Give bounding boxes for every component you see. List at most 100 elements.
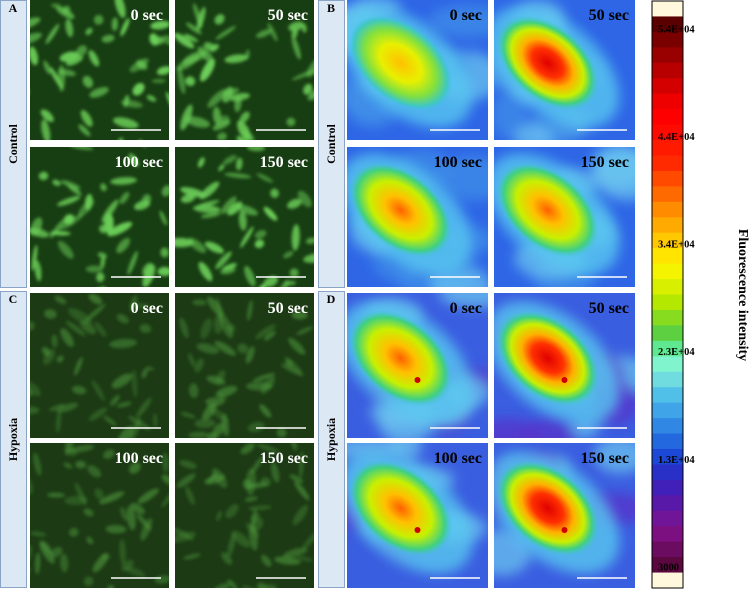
image-content (494, 293, 635, 438)
panel-strip (318, 291, 345, 588)
cell (78, 124, 91, 137)
cell (85, 27, 93, 36)
colorbar-swatch (652, 340, 683, 357)
cell (303, 83, 313, 95)
micrograph: 0 sec (30, 293, 169, 438)
cell (116, 237, 131, 254)
colorbar-swatch (652, 433, 683, 450)
cell (137, 488, 159, 504)
cell (161, 185, 169, 197)
cell (38, 171, 49, 181)
time-label: 100 sec (115, 450, 163, 467)
cell (185, 116, 210, 128)
bg-patch (593, 443, 635, 474)
cell (66, 55, 84, 66)
colorbar-swatch (652, 16, 683, 33)
cell (75, 460, 87, 469)
cell (284, 357, 303, 374)
cell (141, 368, 148, 379)
panel-strip (0, 291, 27, 588)
cell (177, 67, 186, 95)
cell (270, 188, 279, 198)
cell (142, 262, 153, 276)
cell (222, 155, 237, 165)
cell-signal (348, 309, 453, 407)
cell (239, 111, 250, 123)
cell (256, 173, 274, 183)
cell (224, 54, 248, 64)
cell (254, 229, 267, 239)
cell (69, 527, 79, 537)
cell (230, 92, 250, 102)
cell (219, 393, 227, 403)
colorbar-swatch (652, 572, 683, 589)
colorbar-swatch (652, 186, 683, 203)
cell (243, 130, 255, 140)
cell (250, 512, 260, 523)
time-label: 150 sec (260, 450, 308, 467)
colorbar-swatch (652, 93, 683, 110)
cell (162, 452, 169, 473)
cell (227, 201, 243, 216)
cell (157, 266, 169, 277)
cell (116, 313, 129, 324)
cell (51, 334, 58, 348)
cell (98, 491, 125, 505)
cell (205, 397, 225, 406)
time-label: 150 sec (260, 154, 308, 171)
cell (60, 180, 81, 190)
bg-patch (494, 91, 529, 139)
cell (100, 553, 111, 561)
colorbar-tick-label: 4.4E+04 (658, 132, 695, 143)
cell (192, 299, 207, 306)
panel-label: A (9, 1, 18, 15)
colorbar-swatch (652, 541, 683, 558)
cell (203, 42, 216, 51)
cell (283, 250, 294, 259)
cell (91, 379, 105, 401)
colorbar-swatch (652, 78, 683, 95)
colorbar-swatch (652, 62, 683, 79)
cell-signal (495, 309, 600, 407)
cell (54, 295, 67, 305)
cell (41, 119, 51, 140)
cell (120, 18, 130, 37)
colorbar-swatch (652, 155, 683, 172)
bg-patch (438, 293, 488, 308)
colorbar-swatch (652, 201, 683, 218)
colorbar-swatch (652, 232, 683, 249)
colorbar-swatch (652, 124, 683, 141)
micrograph: 50 sec (175, 0, 314, 140)
cell (120, 99, 143, 108)
image-content (30, 293, 169, 438)
cell (34, 260, 42, 282)
cell (274, 556, 301, 565)
cell (56, 402, 79, 413)
cell (30, 531, 47, 537)
cell (225, 504, 239, 519)
cell (80, 320, 96, 335)
cell (40, 109, 54, 123)
colorbar-tick-label: 3.4E+04 (658, 240, 695, 251)
micrograph: 50 sec (494, 0, 635, 140)
cell (86, 536, 94, 545)
time-label: 150 sec (581, 450, 629, 467)
cell (286, 117, 296, 127)
cell (276, 427, 287, 438)
cell (97, 252, 108, 259)
cell (30, 381, 41, 397)
cell (101, 199, 119, 223)
cell (185, 22, 202, 35)
cell (100, 256, 106, 269)
cell (200, 318, 212, 339)
micrograph: 100 sec (347, 147, 488, 287)
cell (252, 372, 276, 382)
cell (49, 404, 65, 412)
cell (200, 212, 221, 219)
cell (193, 3, 203, 28)
cell (196, 343, 220, 354)
time-label: 50 sec (589, 300, 629, 317)
cell (64, 443, 76, 456)
cells (30, 0, 169, 140)
